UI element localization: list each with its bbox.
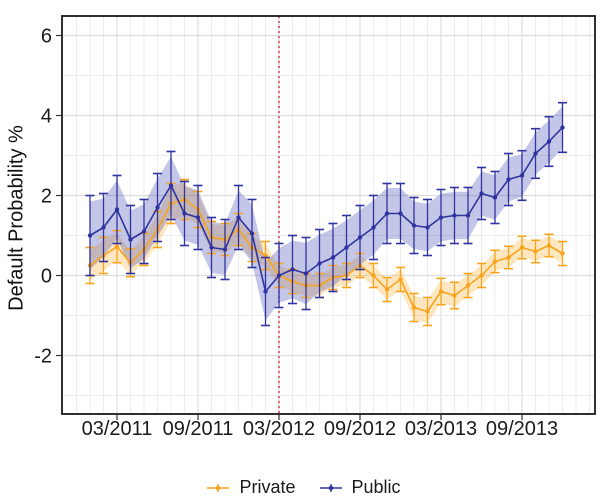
legend-label-private: Private (239, 477, 296, 497)
x-tick-label: 09/2013 (486, 418, 558, 440)
legend-label-public: Public (351, 477, 401, 497)
y-tick-labels: -2 0 2 4 6 (34, 26, 52, 368)
line-public (89, 126, 564, 293)
chart-legend: Private Public (0, 477, 606, 498)
public-pointrange-icon (318, 480, 344, 496)
y-tick-label: -2 (34, 346, 52, 368)
panel-border (61, 15, 596, 415)
x-tick-label: 03/2011 (82, 418, 153, 440)
x-tick-label: 03/2013 (405, 418, 477, 440)
private-pointrange-icon (205, 480, 231, 496)
line-private (89, 198, 563, 313)
y-grid (62, 34, 595, 396)
y-tick-label: 4 (41, 106, 52, 128)
y-axis-title: Default Probability % (5, 125, 28, 311)
legend-item-public: Public (318, 477, 401, 498)
legend-item-private: Private (205, 477, 296, 498)
default-probability-line-chart: 03/2011 09/2011 03/2012 09/2012 03/2013 09/20… (34, 15, 596, 440)
y-tick-label: 2 (41, 186, 52, 208)
x-tick-label: 09/2012 (324, 418, 396, 440)
y-tick-label: 0 (41, 266, 52, 288)
points-public (87, 125, 565, 294)
x-tick-label: 03/2012 (243, 418, 315, 440)
x-tick-label: 09/2011 (163, 418, 234, 440)
band-public (90, 106, 563, 321)
axis-ticks (56, 34, 523, 420)
y-tick-label: 6 (41, 26, 52, 48)
x-tick-labels: 03/2011 09/2011 03/2012 09/2012 03/2013 09/20… (82, 418, 559, 440)
